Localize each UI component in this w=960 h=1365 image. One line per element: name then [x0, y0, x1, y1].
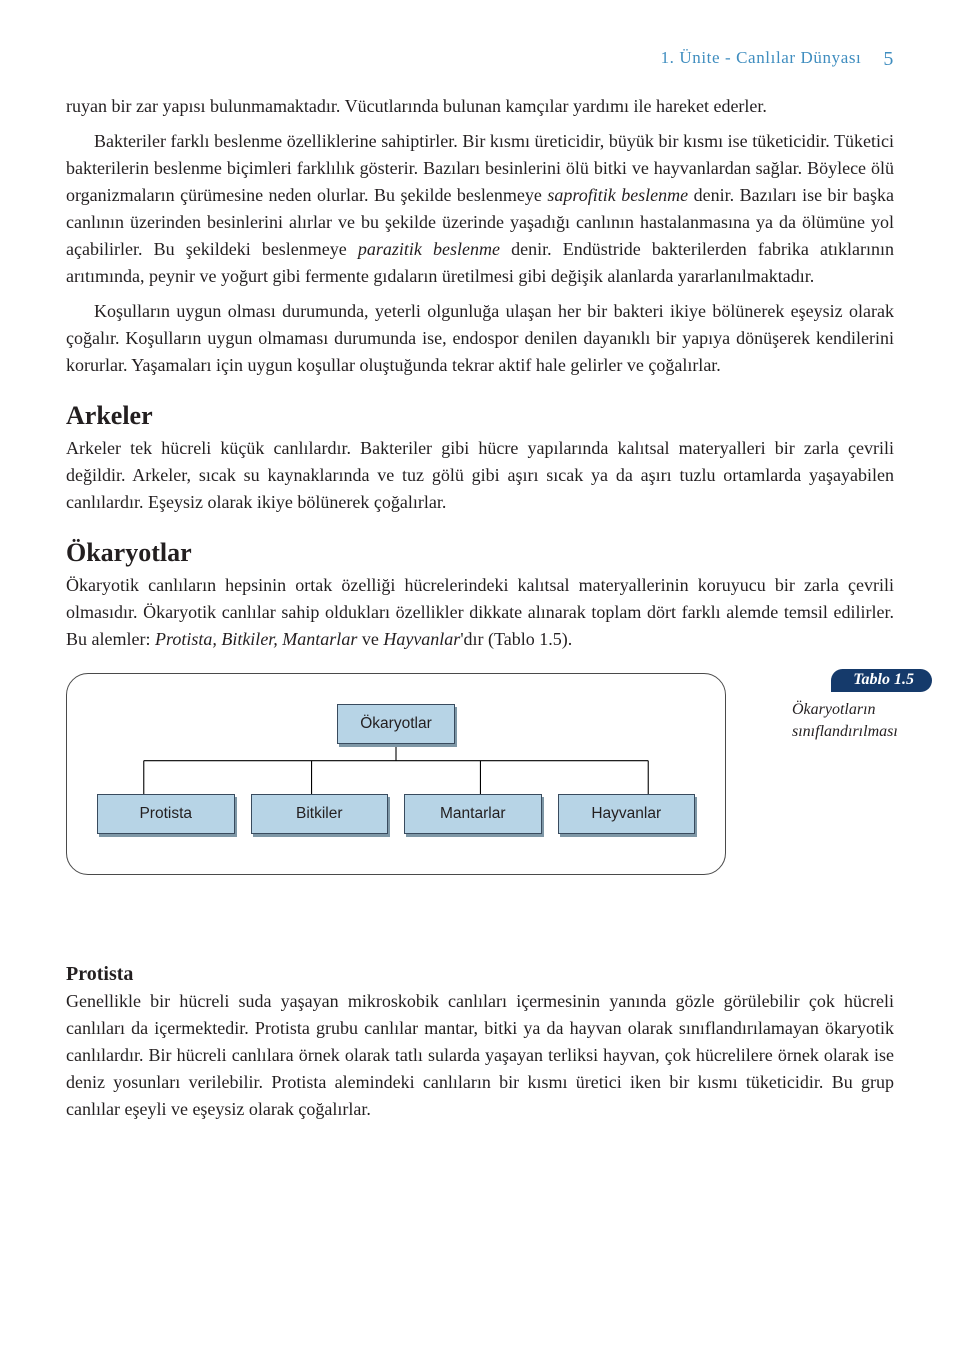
- text-run: 'dır (Tablo 1.5).: [460, 629, 572, 649]
- diagram-root-row: Ökaryotlar: [97, 704, 695, 744]
- paragraph-continuation: ruyan bir zar yapısı bulunmamaktadır. Vü…: [66, 93, 894, 120]
- table-caption: Ökaryotların sınıflandırılması: [792, 699, 932, 742]
- diagram-frame: Ökaryotlar Protista Bitkiler Mantarlar H…: [66, 673, 726, 875]
- page: 1. Ünite - Canlılar Dünyası 5 ruyan bir …: [0, 0, 960, 1365]
- page-number: 5: [883, 48, 894, 71]
- term-saprofitik: saprofitik beslenme: [547, 185, 688, 205]
- paragraph-bakteri-cogalma: Koşulların uygun olması durumunda, yeter…: [66, 298, 894, 379]
- node-child-0: Protista: [97, 794, 235, 834]
- paragraph-okaryotlar: Ökaryotik canlıların hepsinin ortak özel…: [66, 572, 894, 653]
- node-root: Ökaryotlar: [337, 704, 455, 744]
- paragraph-arkeler: Arkeler tek hücreli küçük canlılardır. B…: [66, 435, 894, 516]
- node-child-3: Hayvanlar: [558, 794, 696, 834]
- unit-label: 1. Ünite - Canlılar Dünyası: [661, 48, 862, 71]
- diagram-wrapper: Tablo 1.5 Ökaryotların sınıflandırılması…: [66, 673, 894, 875]
- heading-protista: Protista: [66, 963, 894, 986]
- term-hayvanlar: Hayvanlar: [383, 629, 460, 649]
- text-run: ve: [357, 629, 383, 649]
- paragraph-bakteri-beslenme: Bakteriler farklı beslenme özelliklerine…: [66, 128, 894, 290]
- term-alem-list: Protista, Bitkiler, Mantarlar: [155, 629, 357, 649]
- paragraph-protista: Genellikle bir hücreli suda yaşayan mikr…: [66, 988, 894, 1123]
- table-badge: Tablo 1.5: [831, 669, 932, 692]
- node-child-1: Bitkiler: [251, 794, 389, 834]
- page-header: 1. Ünite - Canlılar Dünyası 5: [66, 48, 894, 71]
- heading-okaryotlar: Ökaryotlar: [66, 538, 894, 568]
- diagram-children-row: Protista Bitkiler Mantarlar Hayvanlar: [97, 794, 695, 834]
- spacer: [66, 875, 894, 945]
- term-parazitik: parazitik beslenme: [358, 239, 500, 259]
- node-child-2: Mantarlar: [404, 794, 542, 834]
- heading-arkeler: Arkeler: [66, 401, 894, 431]
